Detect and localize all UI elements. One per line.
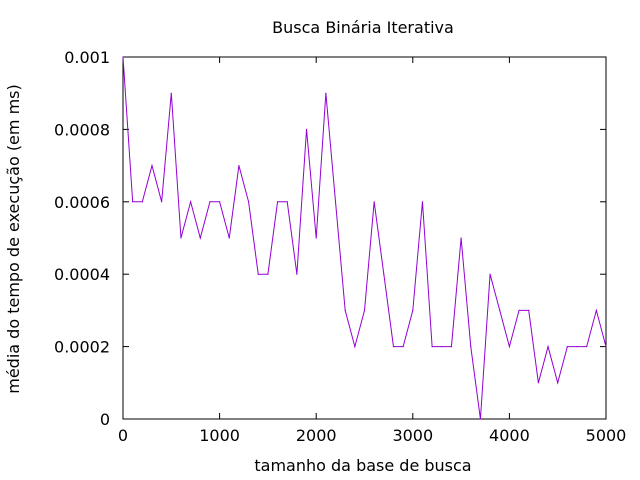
data-point <box>557 382 559 384</box>
data-point <box>170 92 172 94</box>
data-point <box>528 309 530 311</box>
data-point <box>267 273 269 275</box>
data-point <box>508 346 510 348</box>
data-point <box>141 201 143 203</box>
data-point <box>161 201 163 203</box>
data-point <box>605 346 607 348</box>
data-point <box>228 237 230 239</box>
data-point <box>450 346 453 348</box>
series-line <box>122 56 607 420</box>
x-tick-label: 0 <box>118 426 128 445</box>
y-tick-label: 0.0008 <box>54 120 110 139</box>
data-point <box>479 418 482 420</box>
data-point <box>586 346 588 348</box>
data-point <box>344 309 346 311</box>
data-point <box>325 92 327 94</box>
y-tick-label: 0.0004 <box>54 265 110 284</box>
data-point <box>363 309 366 311</box>
plot-frame <box>122 56 607 420</box>
data-point <box>547 346 549 348</box>
data-point <box>238 165 240 167</box>
data-point <box>151 165 153 167</box>
data-point <box>315 237 317 239</box>
data-point <box>305 128 308 130</box>
data-point <box>402 346 404 348</box>
data-point <box>180 237 182 239</box>
data-point <box>132 201 134 203</box>
data-point <box>276 201 279 203</box>
data-point <box>247 201 250 203</box>
data-point <box>257 273 259 275</box>
data-point <box>431 346 433 348</box>
axis-ticks: 0 1000 2000 3000 4000 5000 0 0.0002 0.0004 0.0006… <box>54 48 626 445</box>
data-point <box>199 237 201 239</box>
data-point <box>537 382 539 384</box>
y-tick-label: 0 <box>100 410 110 429</box>
x-tick-label: 1000 <box>199 426 240 445</box>
data-point <box>383 273 385 275</box>
data-point <box>190 201 192 203</box>
data-point <box>334 201 337 203</box>
data-point <box>470 346 472 348</box>
data-point <box>489 273 491 275</box>
data-point <box>460 237 462 239</box>
data-point <box>566 346 568 348</box>
x-tick-label: 4000 <box>489 426 530 445</box>
data-point <box>373 201 375 203</box>
data-point <box>576 346 578 348</box>
x-tick-label: 5000 <box>586 426 627 445</box>
data-point <box>499 309 501 311</box>
data-point <box>122 56 124 58</box>
data-point <box>354 346 356 348</box>
data-point <box>219 201 221 203</box>
x-axis-label: tamanho da base de busca <box>254 456 471 475</box>
x-tick-label: 2000 <box>296 426 337 445</box>
data-point <box>595 309 597 311</box>
y-tick-label: 0.0002 <box>54 338 110 357</box>
data-point <box>441 346 443 348</box>
data-point <box>209 201 211 203</box>
chart-title: Busca Binária Iterativa <box>272 18 454 37</box>
y-tick-label: 0.001 <box>64 48 110 67</box>
data-point <box>518 309 520 311</box>
y-tick-label: 0.0006 <box>54 193 110 212</box>
data-point <box>296 273 298 275</box>
data-point <box>421 201 424 203</box>
data-point <box>392 346 395 348</box>
data-series <box>122 56 607 420</box>
x-tick-label: 3000 <box>392 426 433 445</box>
data-point <box>286 201 288 203</box>
y-axis-label: média do tempo de execução (em ms) <box>4 84 23 394</box>
data-point <box>412 309 414 311</box>
